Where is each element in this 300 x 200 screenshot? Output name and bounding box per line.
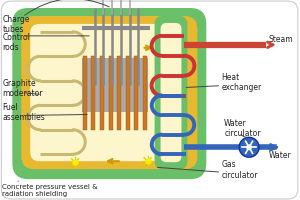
Bar [134, 56, 138, 131]
Bar [142, 56, 147, 131]
FancyBboxPatch shape [160, 24, 182, 162]
Text: Graphite
moderator: Graphite moderator [2, 79, 43, 98]
Text: Water
circulator: Water circulator [224, 118, 261, 137]
Circle shape [239, 138, 259, 157]
Bar [83, 56, 87, 131]
Text: Control
rods: Control rods [2, 33, 30, 52]
Bar [126, 56, 130, 131]
FancyBboxPatch shape [30, 25, 175, 161]
Bar [92, 56, 95, 131]
Text: Fuel
assemblies: Fuel assemblies [2, 102, 45, 122]
Bar [117, 56, 121, 131]
Bar [82, 58, 148, 113]
Circle shape [246, 145, 252, 151]
Bar [100, 56, 104, 131]
FancyBboxPatch shape [2, 2, 298, 199]
Text: Gas
circulator: Gas circulator [221, 160, 258, 179]
Text: Concrete pressure vessel &
radiation shielding: Concrete pressure vessel & radiation shi… [2, 183, 98, 196]
FancyBboxPatch shape [154, 17, 188, 169]
FancyBboxPatch shape [12, 9, 206, 179]
FancyBboxPatch shape [21, 17, 197, 169]
Text: Heat
exchanger: Heat exchanger [221, 73, 262, 92]
Bar [109, 56, 112, 131]
Text: Water: Water [269, 150, 292, 159]
Text: Charge
tubes: Charge tubes [2, 15, 30, 34]
Text: Steam: Steam [269, 35, 294, 44]
